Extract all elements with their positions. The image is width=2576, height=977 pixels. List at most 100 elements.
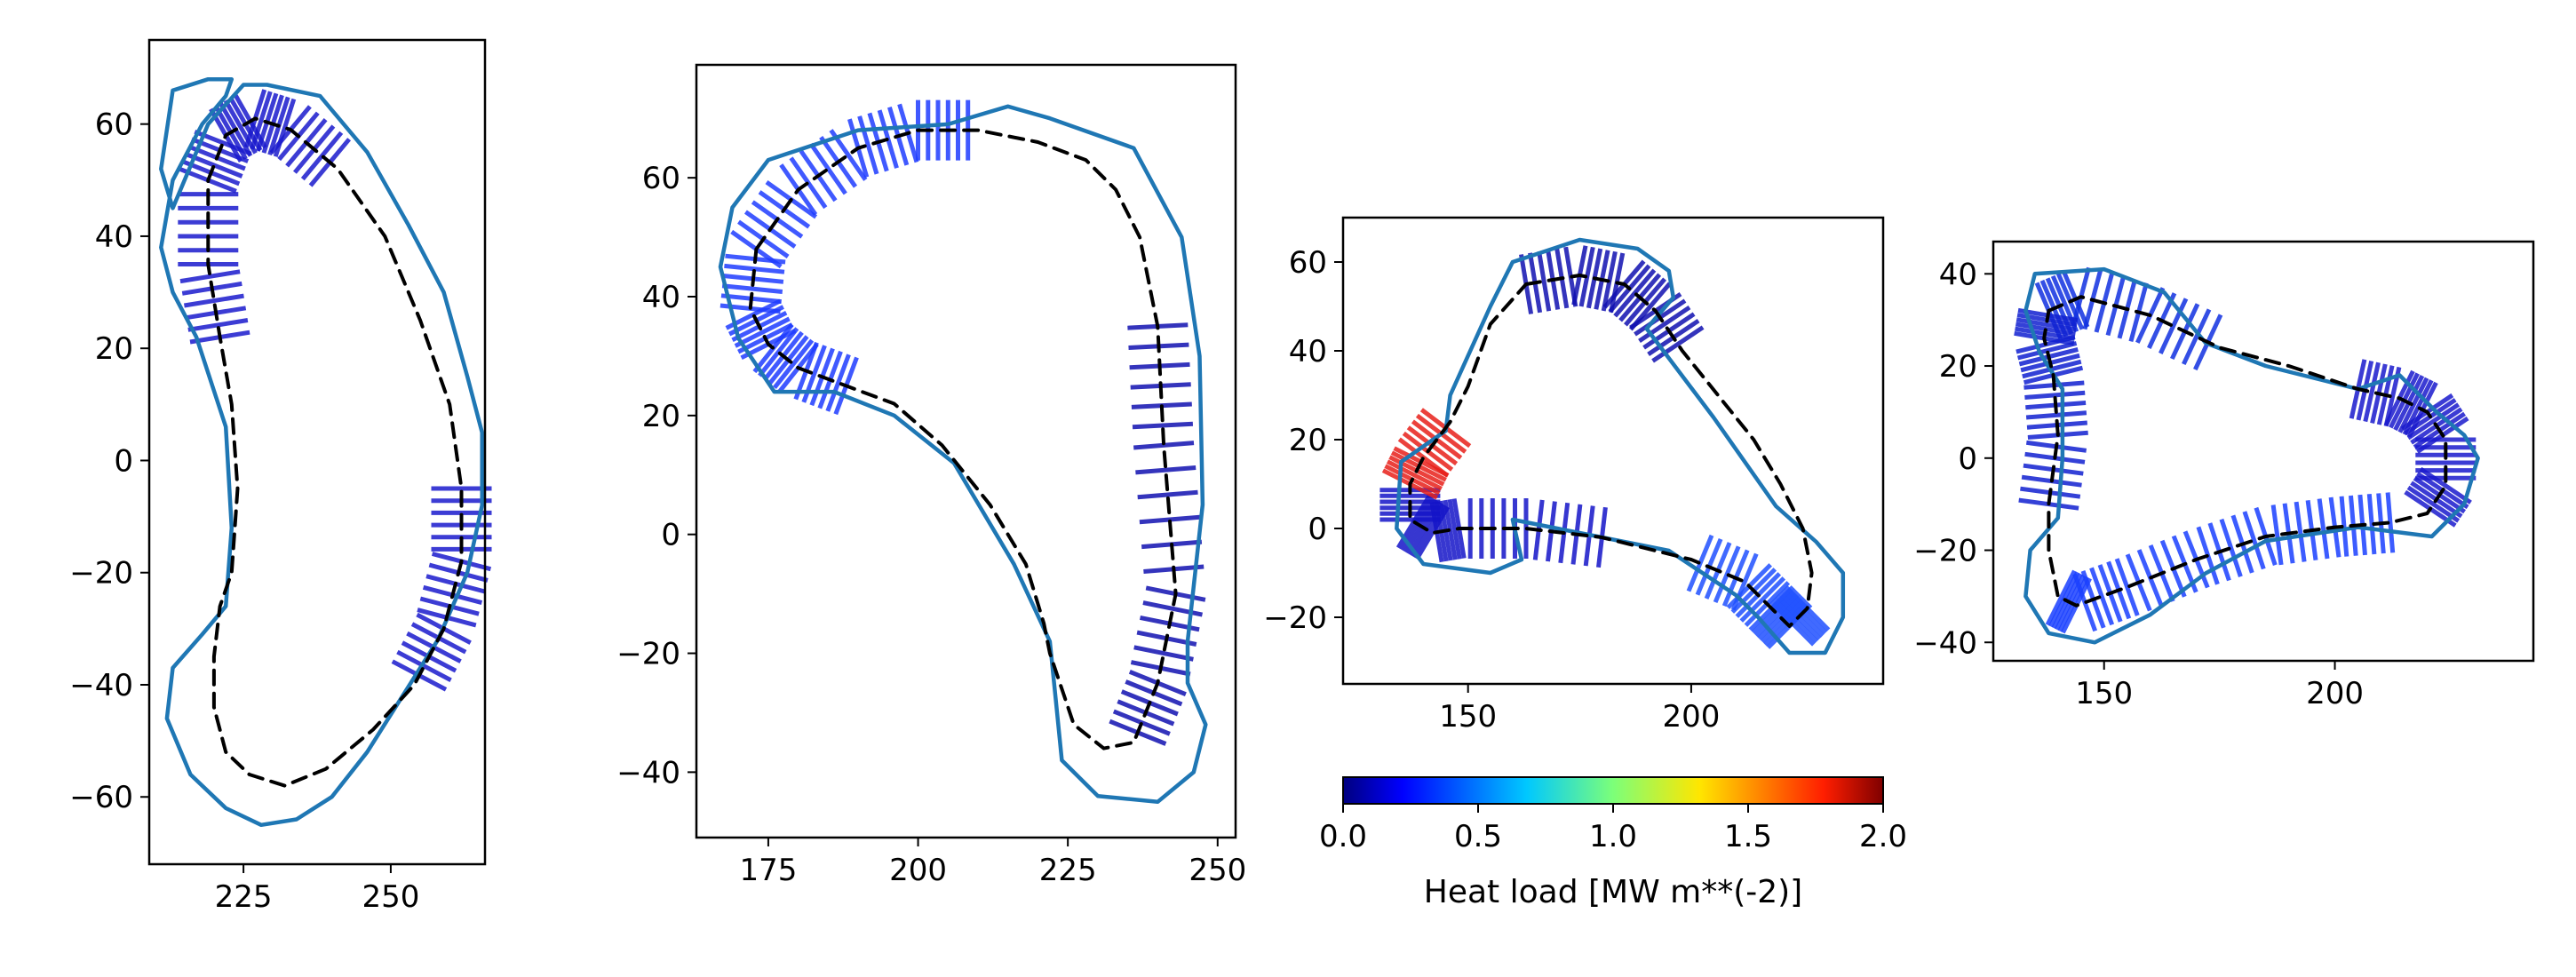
colorbar-tick-label: 0.5 [1454, 819, 1502, 854]
panel-a-lcfs-line [206, 116, 464, 788]
panel-b-ytick-label: −40 [616, 755, 680, 790]
heat-tile [857, 115, 879, 175]
panel-d-ytick-label: 40 [1939, 257, 1977, 292]
colorbar-tick-label: 2.0 [1859, 819, 1907, 854]
heat-tile [2363, 361, 2381, 423]
heat-tile [2015, 317, 2077, 332]
panel-a-plot [159, 76, 484, 828]
colorbar: 0.0 0.5 1.0 1.5 2.0 Heat load [MW m**(-2)] [1319, 776, 1907, 910]
heat-tile [1730, 552, 1759, 611]
panel-a-ytick-label: 0 [114, 443, 133, 479]
heat-tile [1386, 459, 1443, 491]
heat-tile [2045, 569, 2077, 626]
heat-tile [2024, 390, 2086, 400]
heat-tile [2397, 377, 2429, 433]
panel-d-xtick-label: 150 [2075, 676, 2133, 711]
panel-a-ytick-label: 20 [95, 331, 133, 367]
panel-a-xtick-label: 250 [362, 879, 419, 915]
panel-b-ytick-label: 60 [642, 161, 680, 196]
panel-b: 175 200 225 250 −40 −20 0 20 40 60 [616, 63, 1246, 888]
heat-tile [2317, 498, 2330, 560]
panel-c-xtick-label: 150 [1439, 699, 1497, 735]
panel-a-ytick-label: −20 [69, 556, 133, 592]
heat-tile [2419, 466, 2472, 504]
heat-tile [2219, 518, 2243, 577]
panel-b-ytick-label: 20 [642, 399, 680, 434]
heat-tile [2114, 558, 2140, 616]
heat-tile [2270, 504, 2284, 566]
panel-c: 150 200 −20 0 20 40 60 [1263, 216, 1885, 735]
heat-tile [183, 293, 244, 308]
panel-b-xtick-label: 225 [1039, 853, 1097, 888]
panel-b-xtick-label: 175 [739, 853, 797, 888]
panel-d: 150 200 −40 −20 0 20 40 [1913, 240, 2535, 711]
panel-b-heat-tiles [720, 99, 1206, 746]
heat-tile [758, 327, 799, 377]
panel-c-heat-tiles [1379, 245, 1831, 649]
panel-c-xtick-label: 200 [1662, 699, 1720, 735]
panel-c-lcfs-line [1408, 274, 1814, 628]
heat-tile [2089, 567, 2115, 626]
panel-b-ytick-label: 0 [661, 518, 680, 553]
panel-c-ytick-label: −20 [1263, 600, 1327, 636]
heat-tile [808, 142, 847, 195]
heat-tile [1651, 325, 1705, 363]
heat-tile [396, 649, 452, 683]
panel-d-ytick-label: −20 [1913, 534, 1977, 569]
heat-tile [825, 353, 851, 412]
heat-tile [1739, 576, 1786, 623]
panel-d-axes: 150 200 −40 −20 0 20 40 [1913, 257, 2364, 711]
panel-a-axes: 225 250 −60 −40 −20 0 20 40 60 [69, 107, 419, 915]
heat-tile [2182, 308, 2212, 366]
heat-tile [1133, 441, 1195, 450]
colorbar-tick-label: 1.5 [1724, 819, 1772, 854]
panel-b-axes: 175 200 225 250 −40 −20 0 20 40 60 [616, 161, 1246, 888]
heat-tile [1447, 498, 1462, 560]
panel-b-wall-line [718, 104, 1208, 805]
heat-tile [1537, 250, 1552, 312]
colorbar-tick-label: 1.0 [1589, 819, 1637, 854]
panel-a-frame [147, 38, 487, 866]
panel-d-ytick-label: 20 [1939, 349, 1977, 385]
colorbar-gradient [1342, 776, 1884, 805]
colorbar-ticks: 0.0 0.5 1.0 1.5 2.0 [1319, 804, 1907, 854]
panel-d-plot [2023, 266, 2480, 645]
heat-tile [2159, 298, 2189, 354]
heat-tile [2366, 493, 2377, 555]
heat-tile [1613, 268, 1657, 318]
panel-a-ytick-label: −40 [69, 668, 133, 703]
panel-b-frame [695, 63, 1237, 839]
heat-tile [2242, 511, 2266, 570]
panel-b-plot [718, 104, 1208, 805]
heat-tile [2025, 410, 2087, 420]
panel-b-xtick-label: 200 [889, 853, 947, 888]
panel-d-ytick-label: −40 [1913, 625, 1977, 661]
panel-a-wall-line [159, 76, 484, 828]
panel-c-ytick-label: 60 [1289, 245, 1327, 281]
heat-tile [2016, 341, 2078, 361]
panel-d-wall-line [2023, 266, 2480, 645]
heat-tile [1638, 306, 1691, 343]
heat-tile [1135, 465, 1197, 475]
heat-tile [1414, 505, 1451, 560]
panel-b-xtick-label: 250 [1189, 853, 1246, 888]
panel-a: 225 250 −60 −40 −20 0 20 40 60 [69, 38, 492, 915]
panel-a-xtick-label: 225 [215, 879, 273, 915]
panel-d-ytick-label: 0 [1958, 441, 1977, 477]
heat-tile [721, 283, 783, 294]
panel-c-frame [1341, 216, 1885, 686]
heat-tile [772, 338, 815, 390]
panel-c-axes: 150 200 −20 0 20 40 60 [1263, 245, 1720, 735]
heat-tile [1133, 645, 1194, 662]
panel-d-xtick-label: 200 [2306, 676, 2364, 711]
heat-tile [179, 269, 241, 284]
heat-tile [187, 318, 249, 332]
colorbar-label: Heat load [MW m**(-2)] [1424, 874, 1802, 910]
heat-tile [223, 99, 258, 155]
heat-tile [2294, 501, 2307, 562]
panel-c-ytick-label: 0 [1308, 512, 1327, 547]
heat-tile [2385, 492, 2396, 553]
heat-tile [2406, 485, 2461, 523]
panel-c-ytick-label: 40 [1289, 334, 1327, 369]
panel-d-heat-tiles [2014, 266, 2477, 634]
